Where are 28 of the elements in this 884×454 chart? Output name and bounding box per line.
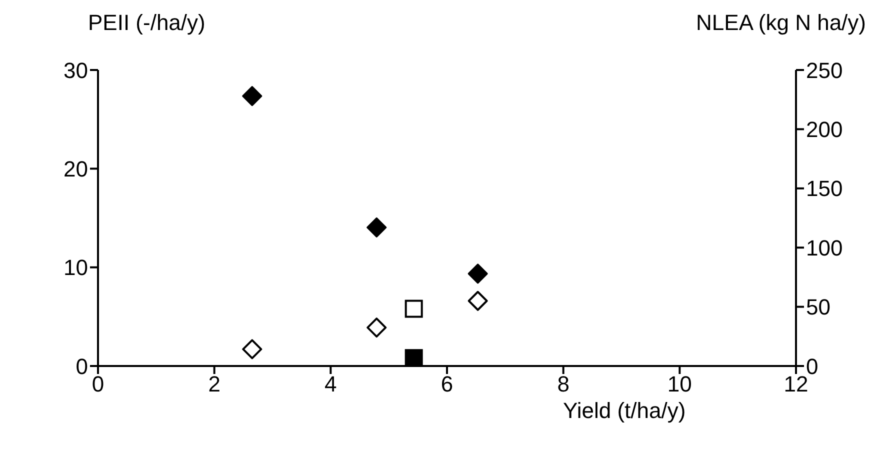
point [366,318,387,338]
point [366,217,387,238]
y-tick-label: 10 [64,255,88,280]
y-tick-label: 30 [64,58,88,83]
x-tick-label: 8 [557,372,570,397]
point [242,86,262,106]
y2-tick-label: 100 [806,235,843,260]
y-tick-label: 20 [64,156,88,182]
x-axis-title: Yield (t/ha/y) [563,398,686,424]
x-tick-label: 6 [440,372,454,397]
x-tick-label: 12 [784,372,808,397]
point [468,290,488,311]
point [404,349,423,366]
y2-tick-label: 50 [806,294,830,320]
x-tick-label: 2 [208,372,220,397]
y2-tick-label: 0 [806,354,818,379]
y2-axis-title: NLEA (kg N ha/y) [696,10,866,36]
y2-tick-label: 200 [806,117,843,142]
point [242,339,262,360]
y2-tick-label: 250 [806,58,843,83]
x-tick-label: 10 [667,372,692,397]
y-axis-title: PEII (-/ha/y) [88,10,206,36]
y-tick-label: 0 [76,354,88,379]
x-tick-label: 4 [324,372,337,397]
point [468,264,488,284]
x-tick-label: 0 [92,372,104,397]
point [404,300,423,318]
y2-tick-label: 150 [806,176,843,202]
